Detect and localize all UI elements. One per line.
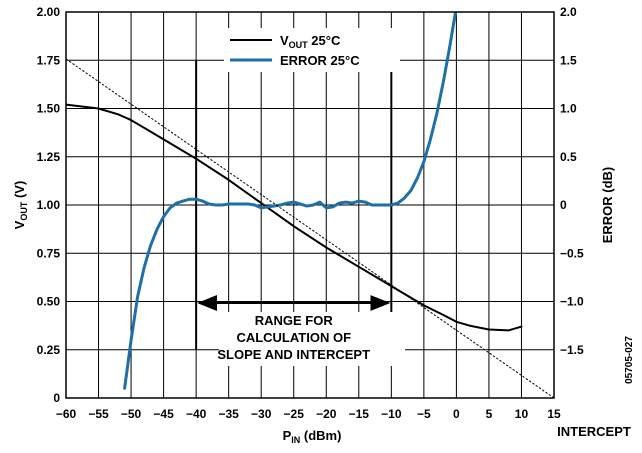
y-left-tick-label-3: 0.75 [37, 246, 61, 260]
x-tick-label-8: −20 [316, 407, 337, 421]
series-line-2 [66, 58, 554, 398]
y-right-tick-label-2: −0.5 [560, 246, 584, 260]
series-group [66, 12, 554, 398]
series-line-0 [66, 103, 523, 332]
x-tick-label-9: −15 [349, 407, 370, 421]
x-tick-label-14: 10 [515, 407, 529, 421]
side-code-label: 05705-027 [624, 336, 635, 384]
x-tick-label-0: −60 [56, 407, 77, 421]
x-tick-label-7: −25 [284, 407, 305, 421]
annotation-line-1: CALCULATION OF [236, 330, 351, 345]
y-left-tick-label-1: 0.25 [37, 343, 61, 357]
y-left-tick-label-7: 1.75 [37, 53, 61, 67]
y-right-tick-label-4: 0.5 [560, 150, 577, 164]
y-right-axis-label: ERROR (dB) [600, 167, 615, 244]
y-right-tick-label-5: 1.0 [560, 102, 577, 116]
x-tick-label-5: −35 [218, 407, 239, 421]
axis-labels: PIN (dBm) INTERCEPT VOUT (V) ERROR (dB) 0570… [12, 167, 635, 445]
y-left-tick-label-5: 1.25 [37, 150, 61, 164]
legend-box [224, 28, 400, 72]
y-right-tick-label-1: −1.0 [560, 295, 584, 309]
y-right-tick-label-6: 1.5 [560, 53, 577, 67]
x-tick-label-11: −5 [417, 407, 431, 421]
legend-label-0: VOUT 25°C [280, 33, 341, 50]
y-right-tick-label-7: 2.0 [560, 5, 577, 19]
y-left-tick-label-2: 0.50 [37, 295, 61, 309]
x-tick-label-15: 15 [547, 407, 561, 421]
y-left-axis-label: VOUT (V) [12, 181, 29, 230]
y-left-tick-label-6: 1.50 [37, 102, 61, 116]
x-tick-label-3: −45 [153, 407, 174, 421]
legend: VOUT 25°C ERROR 25°C [224, 28, 400, 72]
x-tick-label-1: −55 [88, 407, 109, 421]
y-left-tick-label-4: 1.00 [37, 198, 61, 212]
x-tick-label-12: 0 [453, 407, 460, 421]
annotation-box [219, 312, 405, 366]
series-line-1 [123, 12, 458, 390]
plot-frame [65, 11, 555, 399]
legend-label-1: ERROR 25°C [280, 53, 360, 68]
x-tick-label-10: −10 [381, 407, 402, 421]
x-tick-label-2: −50 [121, 407, 142, 421]
y-right-tick-label-0: −1.5 [560, 343, 584, 357]
x-tick-label-6: −30 [251, 407, 272, 421]
x-axis-label: PIN (dBm) [283, 428, 342, 445]
y-left-tick-label-0: 0 [53, 391, 60, 405]
y-right-tick-label-3: 0 [560, 198, 567, 212]
range-annotation: RANGE FOR CALCULATION OF SLOPE AND INTERCE… [197, 295, 405, 366]
x-tick-label-13: 5 [486, 407, 493, 421]
x-tick-label-4: −40 [186, 407, 207, 421]
annotation-line-0: RANGE FOR [255, 313, 334, 328]
tick-labels: −60 −55 −50 −45 −40 −35 −30 −25 −20 −15 −10 −5 0 5 10 1… [37, 5, 584, 421]
intercept-label: INTERCEPT [557, 424, 631, 439]
annotation-line-2: SLOPE AND INTERCEPT [217, 347, 370, 362]
y-left-tick-label-8: 2.00 [37, 5, 61, 19]
